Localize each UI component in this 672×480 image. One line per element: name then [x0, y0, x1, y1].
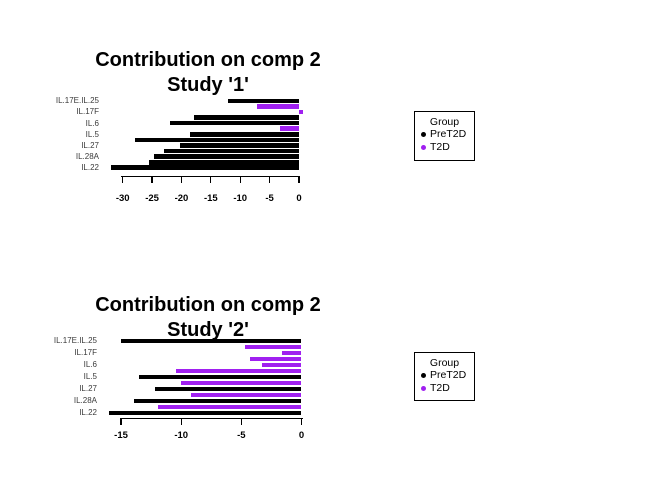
bar	[179, 143, 299, 148]
y-axis-label: IL.6	[85, 118, 99, 128]
y-axis-label: IL.22	[79, 408, 97, 418]
y-axis-label: IL.27	[81, 140, 99, 150]
x-tick-label: -15	[203, 193, 218, 204]
legend-title: Group	[429, 116, 460, 128]
x-tick-label: -25	[145, 193, 159, 204]
x-axis-tick	[180, 417, 182, 425]
bar	[256, 104, 299, 109]
x-tick-label: -5	[237, 430, 246, 441]
legend-entry-pret2d: PreT2D	[415, 369, 474, 382]
bar	[249, 356, 302, 362]
chart1-title-line2: Study '1'	[167, 74, 249, 96]
bar	[110, 165, 299, 171]
bar	[149, 159, 299, 165]
y-axis-label: IL.5	[83, 372, 97, 382]
legend-entry-t2d: T2D	[415, 382, 474, 395]
x-tick-label: -5	[265, 193, 274, 204]
x-tick-label: -10	[174, 430, 189, 441]
bar	[176, 368, 302, 374]
legend-entry-label: T2D	[430, 141, 450, 153]
x-axis-tick	[240, 417, 242, 425]
chart1-title-line1: Contribution on comp 2	[95, 49, 321, 71]
bar	[299, 109, 304, 115]
x-tick-label: -10	[233, 193, 248, 204]
x-axis-tick	[120, 417, 122, 425]
y-axis-label: IL.27	[79, 384, 97, 394]
t2d-swatch-icon	[421, 145, 426, 150]
legend-entry-label: T2D	[430, 382, 450, 394]
bar	[135, 137, 299, 143]
y-axis-label: IL.22	[81, 163, 99, 173]
chart1-title: Contribution on comp 2 Study '1'	[40, 48, 376, 98]
bar	[169, 120, 299, 126]
legend-entry-label: PreT2D	[430, 369, 467, 381]
x-axis-tick	[122, 175, 124, 183]
chart2-title-line1: Contribution on comp 2	[95, 294, 321, 316]
t2d-swatch-icon	[421, 386, 426, 391]
pret2d-swatch-icon	[421, 373, 426, 378]
bar	[280, 126, 299, 131]
bar	[227, 98, 299, 104]
bar	[164, 148, 299, 154]
x-axis-line	[121, 175, 300, 178]
x-axis-tick	[180, 175, 183, 183]
x-axis-tick	[210, 175, 212, 183]
y-axis-label: IL.28A	[75, 152, 99, 162]
legend-entry-label: PreT2D	[430, 128, 467, 140]
y-axis-label: IL.17F	[74, 348, 97, 358]
legend-title: Group	[429, 357, 460, 369]
legend-study-2: Group PreT2D T2D	[414, 352, 475, 401]
bar	[134, 398, 302, 404]
x-axis-line	[121, 417, 303, 420]
x-axis-tick	[300, 417, 303, 425]
chart2-title-line2: Study '2'	[167, 319, 249, 341]
bar	[194, 115, 299, 120]
pret2d-swatch-icon	[421, 132, 426, 137]
x-tick-label: -20	[174, 193, 189, 204]
legend-study-1: Group PreT2D T2D	[414, 111, 475, 161]
bar	[109, 410, 302, 416]
x-tick-label: 0	[298, 430, 305, 441]
bar	[154, 154, 299, 159]
bar	[190, 392, 302, 398]
legend-entry-pret2d: PreT2D	[415, 128, 474, 141]
x-axis-tick	[268, 175, 271, 183]
y-axis-label: IL.17F	[76, 107, 99, 117]
legend-entry-t2d: T2D	[415, 141, 474, 154]
bar	[181, 380, 302, 386]
bar	[189, 131, 299, 137]
x-axis-tick	[239, 175, 241, 183]
y-axis-label: IL.28A	[73, 396, 97, 406]
bar	[158, 404, 302, 410]
y-axis-label: IL.6	[83, 360, 97, 370]
bar	[261, 362, 302, 368]
chart2-title: Contribution on comp 2 Study '2'	[40, 293, 376, 343]
x-axis-tick	[298, 175, 300, 183]
bar	[282, 350, 302, 356]
bar	[244, 344, 302, 350]
x-tick-label: -15	[114, 430, 128, 441]
bar	[139, 374, 302, 380]
bar	[154, 386, 302, 392]
x-tick-label: -30	[115, 193, 130, 204]
x-axis-tick	[151, 175, 153, 183]
y-axis-label: IL.5	[85, 129, 99, 139]
x-tick-label: 0	[296, 193, 302, 204]
